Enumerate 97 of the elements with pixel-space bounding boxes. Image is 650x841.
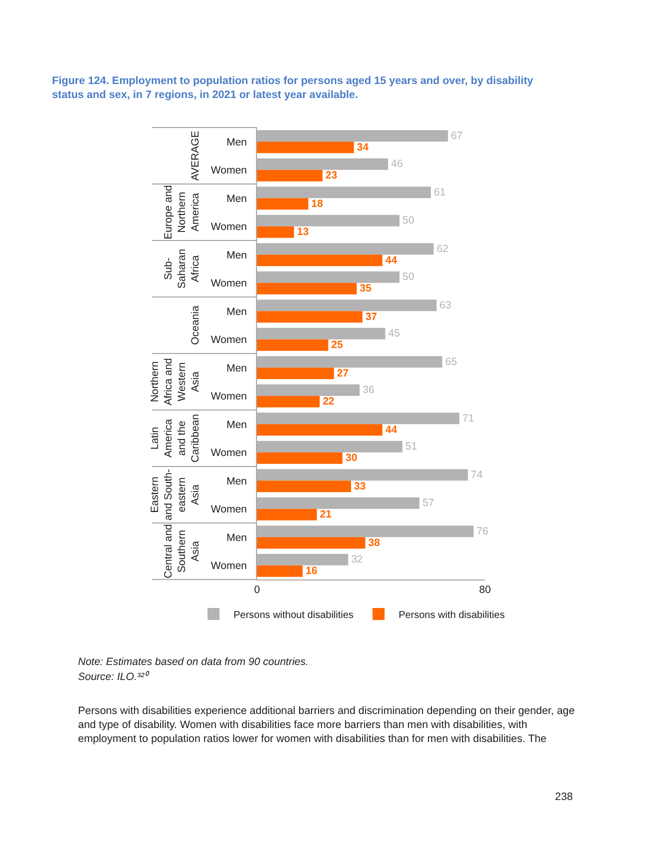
bar [257,508,317,520]
y-axis-title: Eastern and South- eastern Asia [148,468,202,520]
y-tick-label: Women [210,504,248,516]
y-axis-title: Northern Africa and Western Asia [148,358,202,406]
bar [257,424,382,436]
bar [257,526,474,538]
bar [257,554,348,566]
y-tick-label: Men [226,362,248,374]
y-axis-title: Sub- Saharan Africa [162,248,202,289]
y-tick-label: Women [210,164,248,177]
y-axis-title: Central and Southern Asia [162,524,202,578]
bar [257,158,388,170]
data-label: 71 [462,412,474,424]
legend-label: Persons without disabilities [234,610,354,621]
bar [257,368,334,380]
data-label: 76 [476,525,488,538]
data-label: 35 [360,282,372,295]
data-label: 16 [306,565,318,578]
y-tick-label: Women [210,447,248,460]
y-axis-title: AVERAGE [190,130,202,181]
bar [257,142,354,154]
data-label: 38 [368,536,380,549]
y-tick-label: Women [210,278,248,290]
bar [257,412,460,424]
bar [257,339,328,351]
data-label: 27 [336,367,349,380]
y-axis-title: Oceania [190,306,202,345]
chart-title: Figure 124. Employment to population ratios for persons aged 15 years and over, by disability status and sex, in 7 regions, in 2021 or latest year available. [52,75,534,102]
text: Persons with disabilities experience additional barriers and discrimination depending on their gender, age and type of disability. Women with disabilities face more barriers than men with disabilities, with employment to population ratios lower for women with disabilities than for men with disabilities. The [78,705,575,745]
y-tick-label: Women [210,390,248,403]
bar [257,311,362,323]
data-label: 57 [422,497,434,510]
data-label: 25 [331,339,344,352]
bar [257,271,400,283]
data-label: 50 [402,271,414,284]
bar [257,254,382,266]
data-label: 30 [346,452,358,464]
bar [257,214,400,226]
bar [257,384,360,396]
x-tick-label: 0 [254,584,260,596]
data-label: 33 [354,480,366,492]
data-label: 74 [470,468,483,481]
bar [257,226,294,238]
data-label: 45 [388,328,400,340]
bar [257,396,320,408]
y-tick-label: Men [226,418,248,431]
data-label: 23 [326,170,338,182]
bar [257,170,323,182]
data-label: 18 [311,198,324,210]
bar [257,198,308,210]
data-label: 13 [297,226,309,238]
y-tick-label: Men [226,475,248,488]
y-tick-label: Women [210,221,248,234]
y-tick-label: Men [226,532,248,544]
bar [257,300,437,312]
data-label: 51 [405,440,418,453]
data-label: 67 [450,130,463,142]
text: Note: Estimates based on data from 90 countries. [78,656,309,668]
x-tick-label: 80 [479,584,491,596]
bar [257,480,352,492]
data-label: 50 [402,214,414,227]
data-label: 21 [320,508,332,521]
text: 238 [555,791,573,803]
bar [257,469,468,481]
y-axis-title: Europe and Northern America [162,184,202,240]
bar [257,440,402,452]
data-label: 63 [440,299,452,312]
bar [257,328,386,340]
data-label: 32 [351,554,364,566]
data-label: 65 [445,356,458,368]
bar [257,282,357,294]
data-label: 62 [436,242,449,255]
y-tick-label: Women [210,560,248,572]
data-label: 34 [356,141,369,154]
y-tick-label: Men [226,249,248,262]
y-tick-label: Women [210,334,248,346]
bar [257,452,342,464]
bar [257,565,303,577]
source-note: Source: ILO.³²⁰ [78,671,150,683]
y-tick-label: Men [226,136,248,148]
data-label: 36 [362,384,374,396]
bar [257,537,366,549]
data-label: 44 [385,254,398,266]
data-label: 22 [322,396,335,408]
data-label: 61 [434,186,446,198]
data-label: 37 [365,310,378,323]
bar [257,186,431,198]
bar [257,356,442,368]
data-label: 44 [385,424,398,436]
data-label: 46 [391,158,403,170]
bar [257,130,448,142]
y-tick-label: Men [226,192,248,205]
bar [257,243,434,255]
y-axis-title: Latin America and the Caribbean [148,414,202,462]
y-tick-label: Men [226,306,248,318]
legend-label: Persons with disabilities [398,610,505,621]
bar [257,497,420,509]
